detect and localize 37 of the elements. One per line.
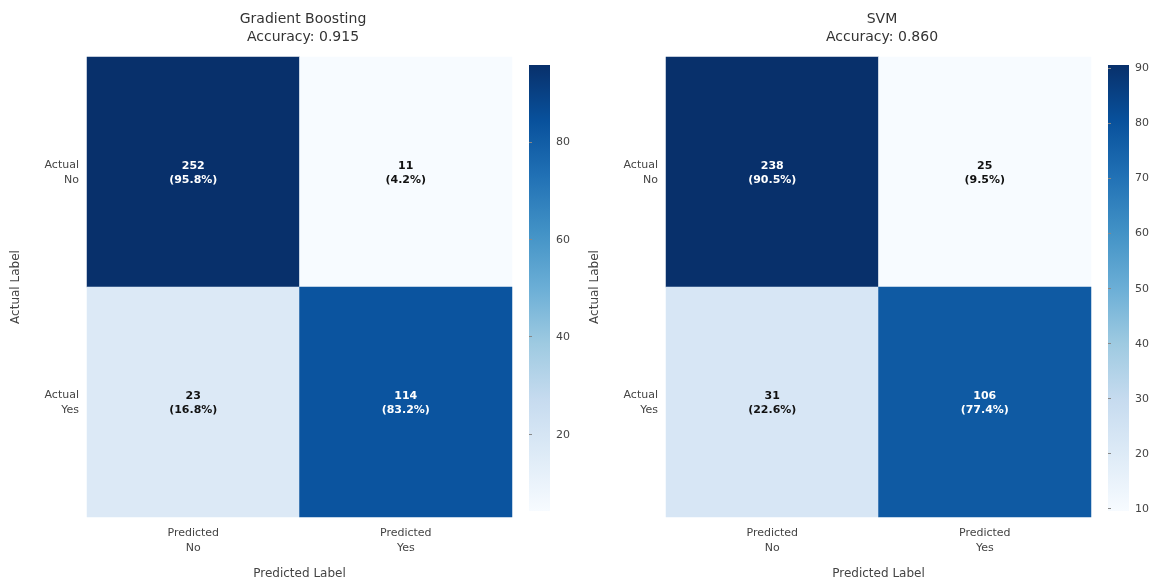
data-label: 238 (90.5%) <box>748 158 797 186</box>
x-axis-title: Predicted Label <box>253 566 346 580</box>
color-bar-label: 40 <box>1135 336 1149 350</box>
color-bar-label: 70 <box>1135 171 1149 185</box>
color-bar-label: 50 <box>1135 281 1149 295</box>
y-axis-title: Actual Label <box>587 250 601 324</box>
y-tick-label: Actual No <box>623 158 659 186</box>
color-bar-label: 30 <box>1135 391 1149 405</box>
x-tick-label: Predicted Yes <box>958 526 1011 554</box>
y-axis-title: Actual Label <box>8 250 22 324</box>
x-axis-title: Predicted Label <box>832 566 925 580</box>
data-label: 31 (22.6%) <box>748 388 797 416</box>
color-bar-label: 20 <box>1135 446 1149 460</box>
chart-title: Gradient Boosting <box>239 10 367 26</box>
x-tick-label: Predicted No <box>746 526 799 554</box>
color-bar-label: 80 <box>1135 116 1149 130</box>
chart-title: SVM <box>866 10 898 26</box>
y-tick-label: Actual Yes <box>44 388 80 416</box>
color-bar-label: 90 <box>1135 61 1149 75</box>
data-label: 23 (16.8%) <box>169 388 218 416</box>
data-label: 252 (95.8%) <box>169 158 218 186</box>
y-tick-label: Actual Yes <box>623 388 659 416</box>
color-bar-label: 40 <box>556 330 570 344</box>
color-bar-label: 20 <box>556 427 570 441</box>
data-label: 25 (9.5%) <box>964 158 1006 186</box>
data-label: 106 (77.4%) <box>960 388 1009 416</box>
x-tick-label: Predicted Yes <box>379 526 432 554</box>
y-tick-label: Actual No <box>44 158 80 186</box>
x-tick-label: Predicted No <box>167 526 220 554</box>
color-bar-label: 60 <box>1135 226 1149 240</box>
color-bar-label: 60 <box>556 232 570 246</box>
chart-subtitle: Accuracy: 0.860 <box>825 28 939 44</box>
data-label: 114 (83.2%) <box>381 388 430 416</box>
data-label: 11 (4.2%) <box>385 158 427 186</box>
color-bar-label: 10 <box>1135 501 1149 515</box>
chart-subtitle: Accuracy: 0.915 <box>246 28 360 44</box>
color-bar-label: 80 <box>556 135 570 149</box>
